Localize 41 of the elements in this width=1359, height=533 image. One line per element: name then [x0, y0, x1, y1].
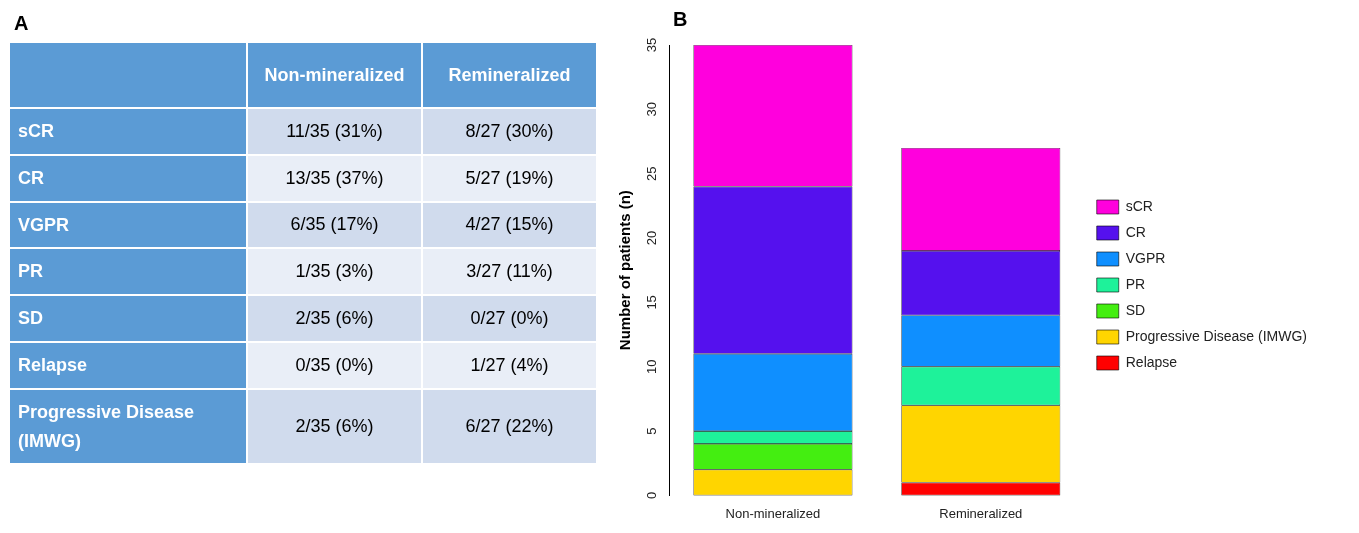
text: 4/27 (15%) — [465, 214, 554, 235]
chart-title: B — [673, 8, 689, 31]
text: 2/35 (6%) — [295, 416, 374, 437]
legend-label: PR — [1125, 275, 1146, 292]
category-label: SD — [18, 308, 44, 329]
category-label: Non-mineralized — [247, 42, 422, 108]
text: 0/35 (0%) — [295, 354, 374, 375]
y-tick-label: 10 — [644, 359, 660, 374]
text: 6/27 (22%) — [465, 416, 554, 437]
category-label: CR — [18, 167, 44, 188]
y-tick-label: 20 — [644, 230, 660, 246]
y-tick-label: 35 — [644, 37, 660, 53]
text: 1/27 (4%) — [470, 354, 549, 375]
y-tick-label: 30 — [644, 102, 660, 117]
y-tick-label: 0 — [644, 491, 660, 500]
legend-label: sCR — [1125, 197, 1153, 214]
category-label: VGPR — [18, 214, 70, 235]
text: 0/27 (0%) — [470, 308, 549, 329]
legend-label: CR — [1125, 223, 1146, 240]
y-tick-label: 25 — [644, 166, 660, 181]
legend-label: VGPR — [1125, 249, 1166, 266]
text: 3/27 (11%) — [466, 261, 553, 282]
text: 6/35 (17%) — [290, 214, 379, 235]
text: 2/35 (6%) — [295, 308, 374, 329]
y-tick-label: 15 — [644, 295, 660, 310]
category-label: Relapse — [18, 354, 88, 375]
text: 11/35 (31%) — [286, 120, 383, 141]
category-label: Progressive Disease (IMWG) — [18, 401, 195, 451]
text: 8/27 (30%) — [465, 120, 554, 141]
y-tick-label: 5 — [644, 427, 660, 435]
text: 1/35 (3%) — [295, 261, 374, 282]
legend-label: Relapse — [1125, 353, 1178, 370]
legend-label: SD — [1125, 301, 1146, 318]
category-label: PR — [18, 261, 44, 282]
text: 5/27 (19%) — [465, 167, 554, 188]
y-axis-title: Number of patients (n) — [616, 190, 634, 351]
legend-label: Progressive Disease (IMWG) — [1125, 327, 1308, 344]
category-label: sCR — [18, 121, 55, 141]
category-label: Remineralized — [422, 42, 597, 108]
text: A — [14, 12, 30, 35]
text: 13/35 (37%) — [285, 167, 384, 188]
